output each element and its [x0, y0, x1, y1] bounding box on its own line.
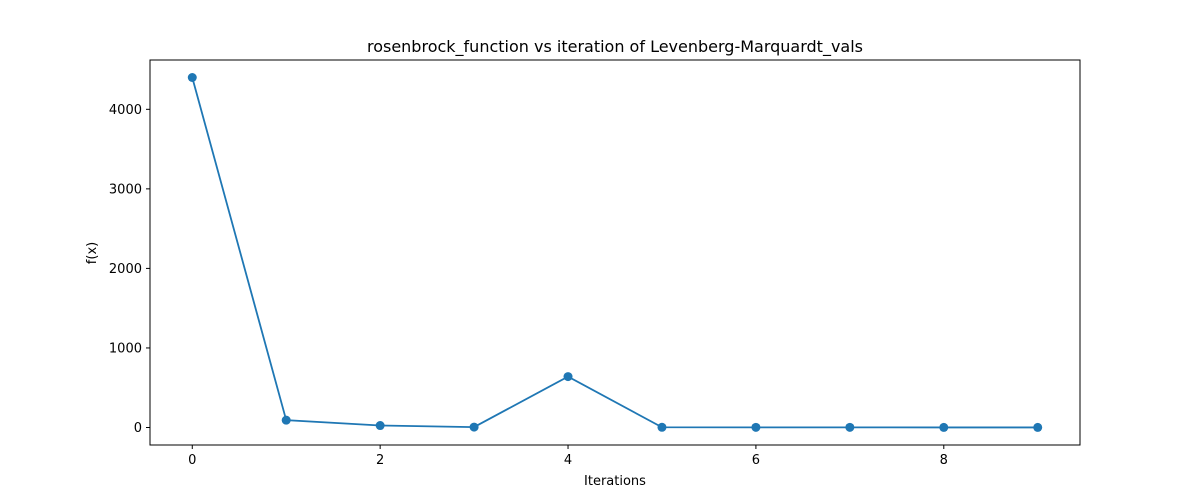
x-axis-label: Iterations [584, 474, 646, 489]
data-point [187, 73, 197, 82]
y-tick-label: 1000 [109, 341, 142, 356]
x-tick-label: 0 [188, 453, 196, 468]
chart-title: rosenbrock_function vs iteration of Leve… [367, 37, 863, 57]
series-line [191, 77, 1038, 429]
x-tick-label: 2 [376, 453, 384, 468]
data-point [657, 422, 667, 432]
series-group [187, 73, 1043, 432]
data-point [563, 372, 573, 382]
data-point [469, 422, 479, 432]
y-tick-label: 4000 [109, 103, 142, 118]
data-point [751, 422, 761, 432]
x-axis: 0 2 4 6 8 [188, 445, 948, 468]
x-tick-label: 6 [752, 453, 760, 468]
y-axis: 0 1000 2000 3000 4000 [109, 103, 150, 436]
x-tick-label: 4 [564, 453, 572, 468]
data-point [1033, 422, 1043, 432]
y-tick-label: 0 [134, 421, 142, 436]
data-point [281, 415, 291, 425]
y-tick-label: 2000 [109, 262, 142, 277]
y-tick-label: 3000 [109, 182, 142, 197]
data-point [845, 422, 855, 432]
data-point [375, 421, 385, 431]
plot-area [149, 59, 1081, 446]
x-tick-label: 8 [940, 453, 948, 468]
y-axis-label: f(x) [85, 242, 100, 264]
data-point [939, 422, 949, 432]
